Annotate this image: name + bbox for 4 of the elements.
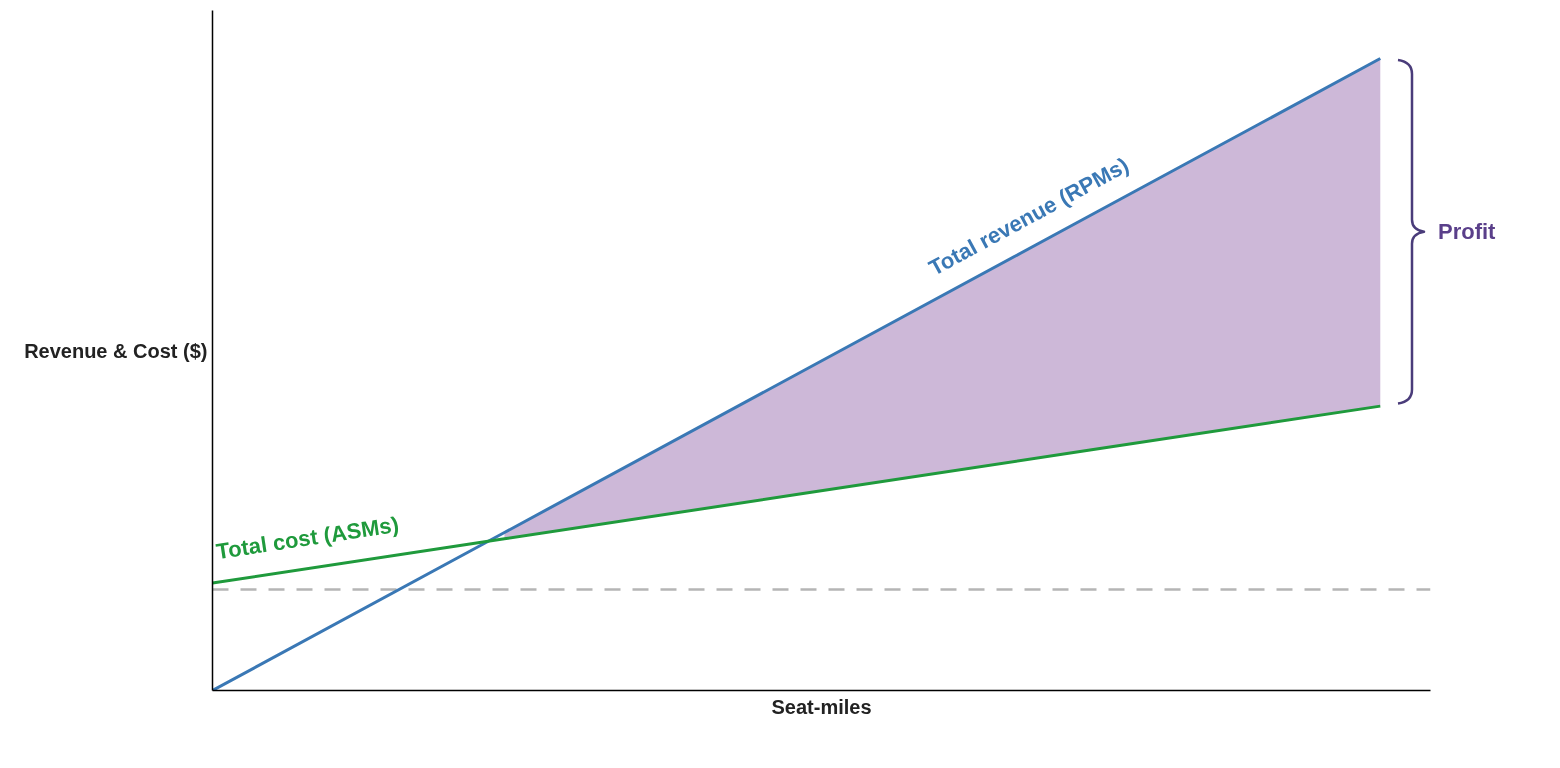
text: Profit — [1438, 217, 1496, 246]
text: Total cost (ASMs) — [214, 511, 401, 565]
x-axis-title: Seat-miles — [771, 695, 872, 718]
y-axis-title: Revenue & Cost ($) — [24, 339, 208, 362]
